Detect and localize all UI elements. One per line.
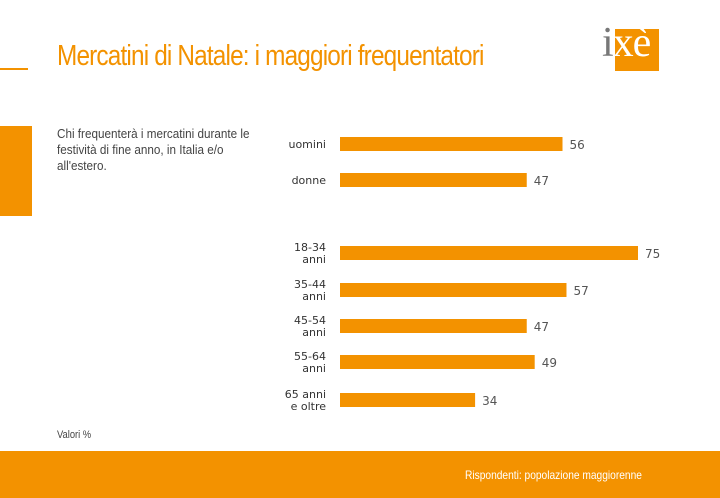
value-label-6: 34 — [482, 394, 497, 408]
logo-box — [615, 29, 659, 71]
category-label-3: 35-44 anni — [294, 278, 326, 303]
category-label-line: 18-34 — [294, 241, 326, 254]
category-label-line: anni — [302, 326, 326, 339]
value-label-1: 47 — [534, 174, 549, 188]
bar-1 — [340, 173, 527, 187]
category-label-0: uomini — [288, 138, 326, 151]
category-label-line: anni — [302, 253, 326, 266]
values-note: Valori % — [57, 429, 92, 441]
category-label-line: 45-54 — [294, 314, 326, 327]
side-accent-bar — [0, 126, 32, 216]
category-label-5: 55-64 anni — [294, 350, 326, 375]
title-rule — [0, 68, 28, 70]
bar-4 — [340, 319, 527, 333]
footer-band: Rispondenti: popolazione maggiorenne — [0, 451, 720, 498]
bar-6 — [340, 393, 476, 407]
category-label-line: 65 anni — [285, 388, 326, 401]
value-label-0: 56 — [570, 138, 585, 152]
category-label-line: donne — [292, 174, 327, 187]
value-label-3: 57 — [573, 284, 588, 298]
bar-5 — [340, 355, 535, 369]
category-label-6: 65 anni e oltre — [285, 388, 326, 413]
category-label-line: anni — [302, 290, 326, 303]
category-label-line: 55-64 — [294, 350, 326, 363]
ixe-logo: ixè — [602, 20, 660, 71]
category-label-2: 18-34 anni — [294, 241, 326, 266]
category-label-1: donne — [292, 174, 327, 187]
category-label-line: uomini — [288, 138, 326, 151]
category-label-line: 35-44 — [294, 278, 326, 291]
logo-text: ixè — [602, 19, 652, 67]
category-label-4: 45-54 anni — [294, 314, 326, 339]
value-label-2: 75 — [645, 247, 660, 261]
category-label-line: e oltre — [291, 400, 327, 413]
bar-2 — [340, 246, 638, 260]
page-title: Mercatini di Natale: i maggiori frequent… — [57, 40, 484, 72]
chart-description: Chi frequenterà i mercatini durante le f… — [57, 126, 250, 173]
value-label-4: 47 — [534, 320, 549, 334]
bar-3 — [340, 283, 567, 297]
logo-letters-xe: xè — [612, 20, 652, 66]
logo-letter-i: i — [602, 20, 614, 66]
value-label-5: 49 — [542, 356, 557, 370]
category-label-line: anni — [302, 362, 326, 375]
bar-0 — [340, 137, 563, 151]
bar-chart: 56 uomini 47 donne 75 18-34 anni 57 35-44 anni 47 4… — [260, 120, 680, 420]
footer-text: Rispondenti: popolazione maggiorenne — [465, 468, 642, 482]
